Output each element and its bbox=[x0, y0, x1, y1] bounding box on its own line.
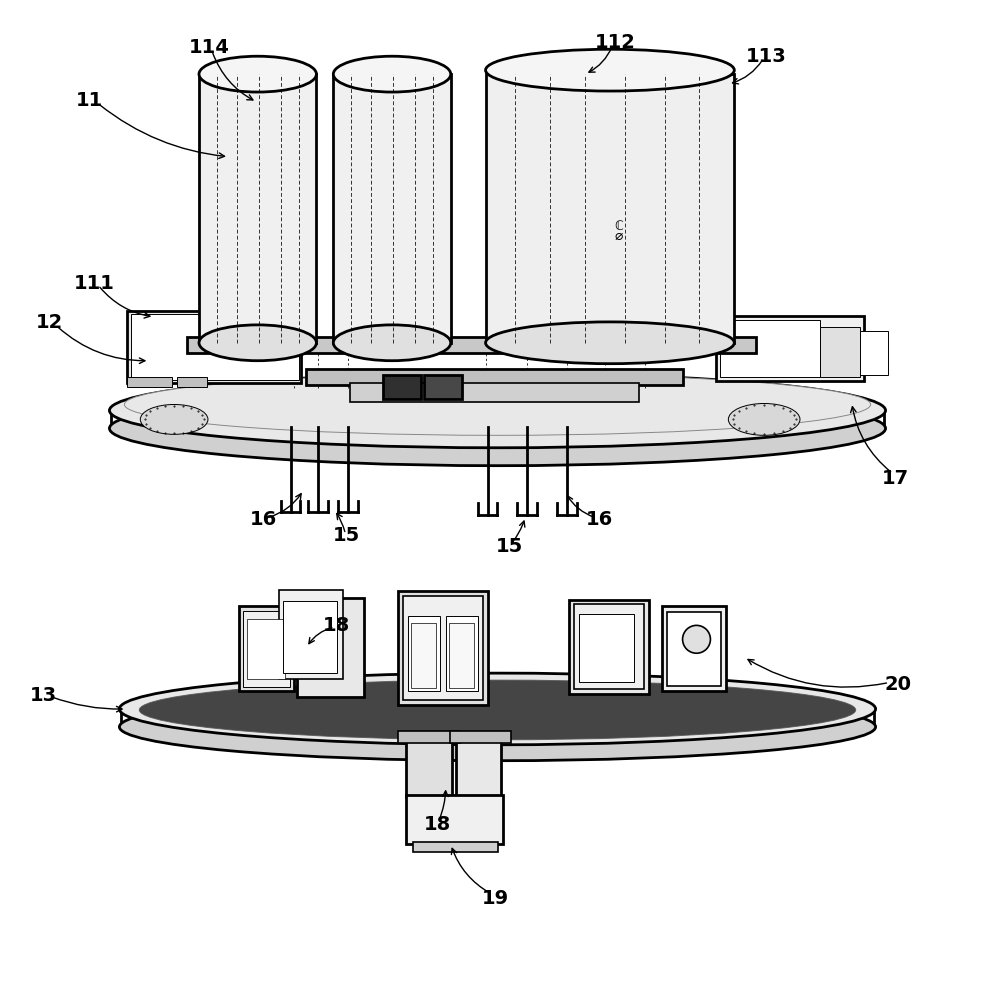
Bar bbox=[398, 591, 487, 705]
Bar bbox=[199, 74, 316, 343]
Bar bbox=[127, 311, 301, 383]
Bar bbox=[666, 612, 721, 686]
Bar bbox=[574, 604, 643, 689]
Bar bbox=[383, 375, 420, 399]
Bar bbox=[485, 74, 734, 343]
Ellipse shape bbox=[682, 625, 710, 653]
Bar bbox=[859, 331, 887, 375]
Ellipse shape bbox=[139, 680, 855, 740]
Ellipse shape bbox=[485, 322, 734, 364]
Ellipse shape bbox=[119, 673, 875, 745]
Bar bbox=[187, 337, 755, 353]
Bar bbox=[403, 596, 482, 700]
Text: 18: 18 bbox=[423, 815, 451, 834]
Bar bbox=[398, 731, 459, 743]
Bar bbox=[661, 606, 726, 691]
Bar bbox=[306, 369, 682, 385]
Text: 15: 15 bbox=[332, 526, 360, 545]
Bar bbox=[278, 590, 343, 679]
Bar bbox=[333, 74, 450, 343]
Bar bbox=[569, 599, 648, 694]
Ellipse shape bbox=[124, 374, 870, 435]
Bar bbox=[413, 842, 498, 852]
Bar bbox=[819, 327, 859, 377]
Text: ℂ: ℂ bbox=[614, 220, 622, 233]
Text: 16: 16 bbox=[584, 510, 612, 529]
Text: 17: 17 bbox=[881, 469, 909, 488]
Bar bbox=[448, 623, 473, 688]
Ellipse shape bbox=[485, 49, 734, 91]
Ellipse shape bbox=[333, 56, 450, 92]
Ellipse shape bbox=[140, 404, 208, 434]
Text: 19: 19 bbox=[481, 888, 509, 908]
Ellipse shape bbox=[199, 56, 316, 92]
Bar bbox=[406, 741, 451, 797]
Bar bbox=[411, 623, 435, 688]
Text: 15: 15 bbox=[495, 537, 523, 556]
Text: 13: 13 bbox=[30, 686, 58, 705]
Bar bbox=[177, 377, 207, 387]
Bar bbox=[127, 377, 172, 387]
Bar bbox=[296, 598, 364, 697]
Bar bbox=[455, 741, 501, 797]
Bar bbox=[716, 316, 863, 381]
Bar bbox=[247, 619, 284, 679]
Text: ⌀: ⌀ bbox=[614, 229, 622, 243]
Ellipse shape bbox=[728, 403, 799, 435]
Text: 16: 16 bbox=[249, 510, 277, 529]
Text: 11: 11 bbox=[76, 91, 103, 110]
Ellipse shape bbox=[119, 693, 875, 761]
Text: 20: 20 bbox=[884, 675, 911, 694]
Text: 113: 113 bbox=[746, 47, 785, 66]
Bar bbox=[406, 795, 503, 844]
Bar bbox=[350, 383, 638, 402]
Text: 111: 111 bbox=[74, 274, 115, 293]
Ellipse shape bbox=[109, 391, 885, 466]
Ellipse shape bbox=[199, 325, 316, 361]
Bar bbox=[449, 731, 511, 743]
Bar bbox=[720, 320, 819, 377]
Ellipse shape bbox=[109, 373, 885, 448]
Ellipse shape bbox=[333, 325, 450, 361]
Bar bbox=[239, 606, 293, 691]
Bar bbox=[131, 314, 298, 380]
Text: 112: 112 bbox=[593, 33, 635, 52]
Bar bbox=[423, 375, 461, 399]
Text: 18: 18 bbox=[322, 616, 350, 635]
Text: 12: 12 bbox=[36, 313, 64, 332]
Bar bbox=[408, 616, 439, 691]
Bar bbox=[243, 611, 289, 687]
Bar bbox=[445, 616, 477, 691]
Bar bbox=[282, 601, 337, 673]
Text: 114: 114 bbox=[188, 38, 230, 57]
Bar bbox=[579, 614, 633, 682]
